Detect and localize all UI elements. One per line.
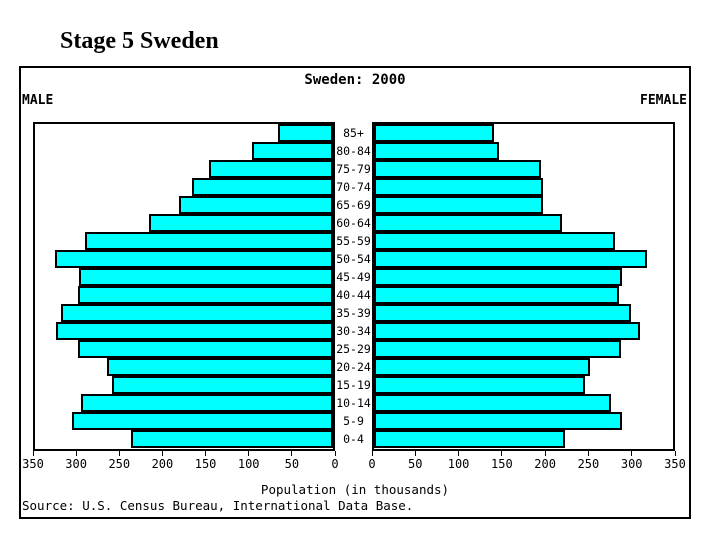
tick-label-300: 300 [620, 457, 643, 471]
bar-male-70-74 [191, 178, 333, 196]
bar-female-70-74 [374, 178, 544, 196]
tick-mark-0 [371, 451, 373, 456]
bar-male-85+ [277, 124, 333, 142]
tick-label-150: 150 [491, 457, 513, 471]
tick-label-200: 200 [534, 457, 556, 471]
tick-label-200: 200 [151, 457, 174, 471]
bar-female-60-64 [374, 214, 562, 232]
tick-mark-200 [544, 451, 546, 456]
bar-female-10-14 [374, 394, 612, 412]
bar-male-55-59 [85, 232, 333, 250]
bar-female-65-69 [374, 196, 544, 214]
tick-label-250: 250 [577, 457, 600, 471]
bar-female-85+ [374, 124, 495, 142]
tick-mark-200 [161, 451, 163, 456]
bar-female-25-29 [374, 340, 621, 358]
bar-male-25-29 [77, 340, 333, 358]
tick-mark-50 [414, 451, 416, 456]
age-label-30-34: 30-34 [336, 324, 371, 338]
tick-label-100: 100 [447, 457, 470, 471]
bar-male-20-24 [107, 358, 333, 376]
tick-mark-150 [501, 451, 503, 456]
tick-label-0: 0 [368, 457, 376, 471]
male-axis-label: MALE [22, 93, 54, 108]
tick-mark-150 [205, 451, 207, 456]
bar-male-60-64 [149, 214, 333, 232]
age-label-10-14: 10-14 [336, 396, 371, 410]
tick-mark-250 [587, 451, 589, 456]
bar-male-65-69 [178, 196, 333, 214]
bar-female-40-44 [374, 286, 620, 304]
age-label-20-24: 20-24 [336, 360, 371, 374]
age-label-35-39: 35-39 [336, 306, 371, 320]
bar-female-50-54 [374, 250, 648, 268]
source-note: Source: U.S. Census Bureau, Internationa… [22, 498, 414, 513]
tick-mark-350 [674, 451, 676, 456]
tick-mark-350 [32, 451, 34, 456]
bar-female-15-19 [374, 376, 585, 394]
bar-male-80-84 [252, 142, 333, 160]
age-label-45-49: 45-49 [336, 270, 371, 284]
bar-male-5-9 [71, 412, 333, 430]
age-label-50-54: 50-54 [336, 252, 371, 266]
tick-label-150: 150 [194, 457, 217, 471]
x-axis-title: Population (in thousands) [260, 482, 450, 497]
bar-male-30-34 [56, 322, 333, 340]
tick-label-50: 50 [408, 457, 423, 471]
age-label-25-29: 25-29 [336, 342, 371, 356]
tick-mark-300 [631, 451, 633, 456]
male-axis-ticks: 350 300 250 200 150 100 50 0 [22, 451, 339, 475]
bar-male-45-49 [79, 268, 333, 286]
bar-female-0-4 [374, 430, 566, 448]
chart-frame: Sweden: 2000 MALE FEMALE 85+ 80-84 75-79 70… [19, 66, 691, 519]
tick-label-250: 250 [108, 457, 131, 471]
age-group-labels: 85+ 80-84 75-79 70-74 65-69 60-64 55-59 50-54 45… [335, 124, 372, 448]
bar-female-75-79 [374, 160, 542, 178]
age-label-0-4: 0-4 [343, 432, 364, 446]
female-axis-label: FEMALE [640, 93, 687, 108]
bar-female-35-39 [374, 304, 632, 322]
age-label-75-79: 75-79 [336, 162, 371, 176]
bar-male-35-39 [60, 304, 333, 322]
tick-label-0: 0 [331, 457, 339, 471]
tick-label-100: 100 [237, 457, 260, 471]
female-bars-panel [372, 122, 675, 451]
age-label-60-64: 60-64 [336, 216, 371, 230]
bar-male-75-79 [208, 160, 333, 178]
bar-female-55-59 [374, 232, 615, 250]
tick-mark-0 [334, 451, 336, 456]
age-label-65-69: 65-69 [336, 198, 371, 212]
bar-female-80-84 [374, 142, 499, 160]
chart-title: Sweden: 2000 [304, 72, 406, 88]
age-label-55-59: 55-59 [336, 234, 371, 248]
bar-male-50-54 [54, 250, 333, 268]
bar-male-15-19 [111, 376, 333, 394]
female-axis-ticks: 0 50 100 150 200 250 300 350 [368, 451, 686, 475]
bar-male-40-44 [78, 286, 333, 304]
age-label-40-44: 40-44 [336, 288, 371, 302]
age-label-80-84: 80-84 [336, 144, 371, 158]
tick-label-350: 350 [22, 457, 44, 471]
tick-label-350: 350 [664, 457, 686, 471]
bar-female-45-49 [374, 268, 622, 286]
bar-female-30-34 [374, 322, 640, 340]
bar-male-0-4 [131, 430, 333, 448]
tick-mark-250 [118, 451, 120, 456]
bar-female-20-24 [374, 358, 591, 376]
tick-mark-50 [291, 451, 293, 456]
tick-label-300: 300 [65, 457, 87, 471]
tick-label-50: 50 [284, 457, 300, 471]
slide-title: Stage 5 Sweden [60, 28, 219, 54]
tick-mark-100 [458, 451, 460, 456]
bar-male-10-14 [80, 394, 333, 412]
age-label-15-19: 15-19 [336, 378, 371, 392]
age-label-85+: 85+ [343, 126, 364, 140]
age-label-5-9: 5-9 [343, 414, 364, 428]
male-bars-panel [33, 122, 335, 451]
tick-mark-300 [75, 451, 77, 456]
tick-mark-100 [248, 451, 250, 456]
bar-female-5-9 [374, 412, 622, 430]
age-label-70-74: 70-74 [336, 180, 371, 194]
